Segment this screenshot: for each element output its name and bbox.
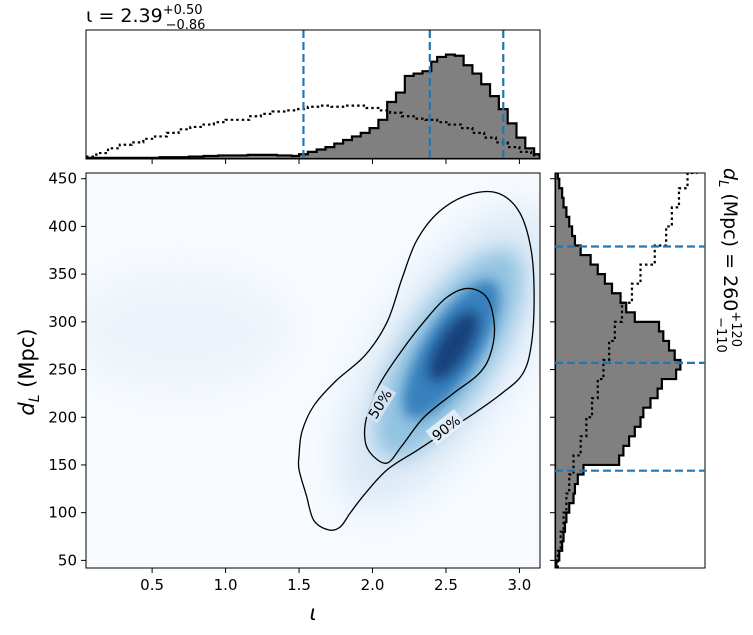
iota-marginal-frame [85, 29, 541, 160]
iota-marginal-ticks [151, 159, 520, 164]
dl-marginal-ticks [550, 178, 555, 561]
dl-title-d: d [719, 168, 741, 181]
y-tick-label: 150 [48, 456, 77, 474]
x-tick-label: 3.0 [508, 576, 532, 594]
y-tick-label: 250 [48, 361, 77, 379]
iota-marginal-title: ι = 2.39+0.50 −0.86 [86, 3, 205, 33]
x-tick-label: 1.0 [214, 576, 238, 594]
y-tick-label: 300 [48, 313, 77, 331]
x-tick-label: 2.5 [434, 576, 458, 594]
dl-prior-histogram [556, 173, 698, 568]
iota-title-main: ι = 2.39 [86, 5, 163, 27]
dl-marginal-panel: dL (Mpc) = 260+120−110 [550, 168, 743, 569]
iota-prior-histogram [86, 104, 540, 158]
x-tick-label: 1.5 [287, 576, 311, 594]
x-axis-ticks: 0.5 1.0 1.5 2.0 2.5 3.0 [140, 568, 531, 594]
density-peak [428, 311, 479, 381]
dl-marginal-title: dL (Mpc) = 260+120−110 [713, 168, 743, 353]
y-tick-label: 400 [48, 217, 77, 235]
dl-title-L: L [715, 180, 730, 187]
y-tick-label: 200 [48, 408, 77, 426]
y-label-unit: (Mpc) [15, 328, 39, 394]
dl-posterior-histogram [555, 173, 682, 568]
y-tick-label: 450 [48, 170, 77, 188]
x-axis-label: ι [309, 601, 316, 625]
x-tick-label: 0.5 [140, 576, 164, 594]
y-axis-ticks: 50 100 150 200 250 300 350 400 450 [48, 170, 86, 569]
y-tick-label: 350 [48, 265, 77, 283]
y-label-sub: L [27, 394, 43, 402]
density-faint-region [86, 270, 290, 390]
dl-title-rest: (Mpc) = 260 [719, 187, 741, 311]
dl-title-sup: +120 [728, 311, 743, 347]
y-tick-label: 100 [48, 504, 77, 522]
iota-marginal-panel: ι = 2.39+0.50 −0.86 [85, 3, 541, 164]
joint-frame [85, 172, 541, 569]
y-axis-label: dL (Mpc) [15, 328, 43, 415]
joint-posterior-panel: 50% 90% 0.5 1.0 1.5 2.0 2.5 3.0 5010015020025… [15, 170, 541, 625]
contour-90 [297, 190, 535, 531]
dl-marginal-frame [554, 172, 706, 569]
iota-posterior-histogram [86, 53, 540, 159]
y-label-d: d [15, 402, 39, 416]
iota-title-sup: +0.50 [163, 3, 203, 18]
y-tick-label: 50 [58, 551, 77, 569]
x-tick-label: 2.0 [361, 576, 385, 594]
dl-title-sub: −110 [713, 317, 728, 353]
iota-title-sub: −0.86 [166, 18, 206, 33]
density-heatmap [86, 173, 540, 568]
